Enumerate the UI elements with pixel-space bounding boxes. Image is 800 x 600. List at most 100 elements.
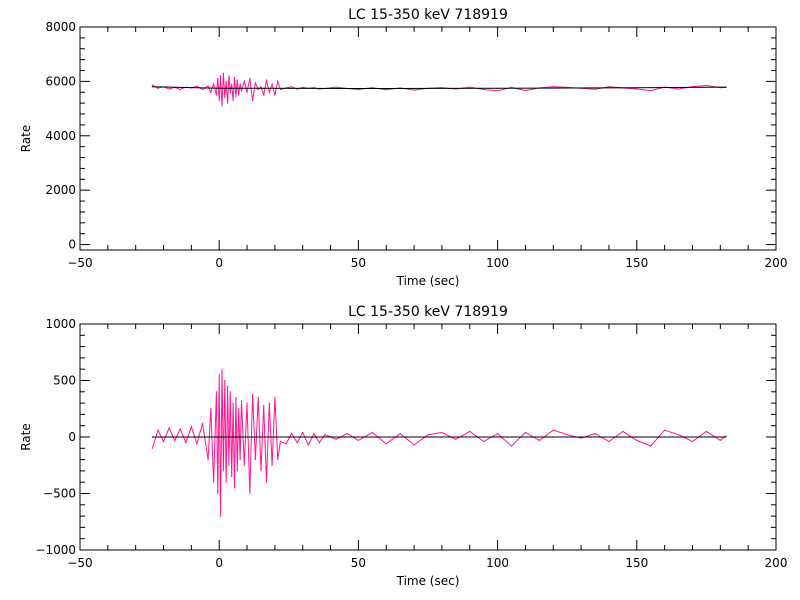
data-point bbox=[296, 442, 298, 444]
y-axis-label: Rate bbox=[19, 423, 33, 451]
model-point bbox=[636, 87, 638, 89]
data-point bbox=[455, 438, 457, 440]
y-tick-label: 0 bbox=[68, 430, 76, 444]
data-point bbox=[271, 83, 273, 85]
data-point bbox=[357, 439, 359, 441]
model-point bbox=[151, 86, 153, 88]
data-point bbox=[483, 88, 485, 91]
data-point bbox=[221, 368, 223, 370]
data-point bbox=[252, 99, 254, 102]
data-point bbox=[213, 481, 215, 483]
chart-title: LC 15-350 keV 718919 bbox=[348, 304, 508, 320]
data-point bbox=[608, 440, 610, 443]
data-point bbox=[524, 431, 527, 434]
model-line bbox=[152, 86, 726, 90]
data-point bbox=[254, 82, 256, 84]
data-point bbox=[236, 79, 238, 81]
y-tick-label: 0 bbox=[68, 238, 76, 252]
data-point bbox=[228, 75, 230, 77]
data-point bbox=[469, 430, 471, 432]
data-point bbox=[232, 99, 234, 102]
data-point bbox=[335, 86, 337, 88]
data-point bbox=[201, 88, 204, 91]
data-point bbox=[219, 75, 222, 77]
data-point bbox=[238, 408, 240, 410]
data-point bbox=[190, 426, 192, 428]
data-point bbox=[691, 85, 694, 88]
data-point bbox=[233, 487, 236, 489]
data-point bbox=[636, 439, 638, 441]
data-point bbox=[277, 459, 279, 461]
model-point bbox=[151, 436, 153, 438]
lightcurve-line bbox=[152, 73, 726, 106]
data-point bbox=[239, 83, 241, 85]
data-point bbox=[236, 470, 238, 472]
model-point bbox=[497, 87, 499, 89]
data-point bbox=[151, 84, 153, 86]
data-point bbox=[285, 443, 287, 445]
lightcurve-line bbox=[151, 369, 727, 517]
data-point bbox=[222, 470, 224, 472]
data-point bbox=[268, 91, 270, 93]
data-point bbox=[313, 433, 315, 435]
data-point bbox=[240, 90, 243, 92]
data-point bbox=[664, 429, 666, 431]
data-point bbox=[608, 86, 610, 88]
data-point bbox=[279, 440, 282, 443]
data-point bbox=[636, 88, 638, 90]
data-point bbox=[162, 440, 165, 443]
x-tick-label: 100 bbox=[486, 256, 509, 270]
data-point bbox=[215, 94, 218, 96]
data-point bbox=[346, 433, 348, 435]
x-tick-label: −50 bbox=[67, 256, 92, 270]
data-point bbox=[265, 481, 268, 483]
data-point bbox=[228, 464, 230, 466]
data-point bbox=[510, 445, 513, 447]
data-point bbox=[290, 86, 293, 88]
plot-frame bbox=[79, 26, 777, 251]
data-point bbox=[196, 85, 198, 87]
data-point bbox=[246, 91, 248, 93]
data-point bbox=[622, 430, 624, 432]
data-point bbox=[238, 94, 240, 96]
x-axis-label: Time (sec) bbox=[396, 574, 460, 588]
data-point bbox=[210, 91, 212, 93]
data-point bbox=[510, 86, 513, 88]
data-point bbox=[650, 90, 652, 92]
data-point bbox=[157, 429, 159, 431]
data-point bbox=[257, 396, 259, 399]
data-point bbox=[371, 87, 373, 89]
data-point bbox=[235, 396, 237, 399]
data-point bbox=[566, 434, 568, 436]
data-point bbox=[221, 105, 223, 107]
data-point bbox=[168, 88, 170, 90]
data-point bbox=[243, 464, 245, 466]
data-point bbox=[371, 431, 373, 434]
data-point bbox=[225, 481, 227, 483]
model-point bbox=[218, 87, 220, 89]
data-point bbox=[231, 83, 233, 85]
data-point bbox=[719, 439, 721, 441]
y-tick-label: 6000 bbox=[45, 74, 76, 88]
data-point bbox=[497, 433, 499, 435]
data-point bbox=[207, 459, 209, 461]
data-point bbox=[594, 433, 596, 435]
x-tick-label: 150 bbox=[625, 256, 648, 270]
x-axis-label: Time (sec) bbox=[396, 274, 460, 288]
data-point bbox=[232, 402, 234, 404]
data-point bbox=[222, 72, 224, 74]
data-point bbox=[677, 88, 680, 90]
x-tick-label: 0 bbox=[215, 256, 223, 270]
data-point bbox=[213, 83, 215, 85]
y-axis-label: Rate bbox=[19, 125, 33, 153]
data-point bbox=[151, 447, 153, 449]
model-point bbox=[725, 86, 727, 88]
data-point bbox=[249, 492, 251, 495]
data-point bbox=[277, 80, 279, 82]
data-point bbox=[324, 434, 326, 436]
model-point bbox=[725, 436, 727, 438]
data-point bbox=[201, 422, 204, 425]
data-point bbox=[233, 76, 236, 78]
data-point bbox=[225, 80, 227, 82]
data-point bbox=[302, 431, 304, 434]
